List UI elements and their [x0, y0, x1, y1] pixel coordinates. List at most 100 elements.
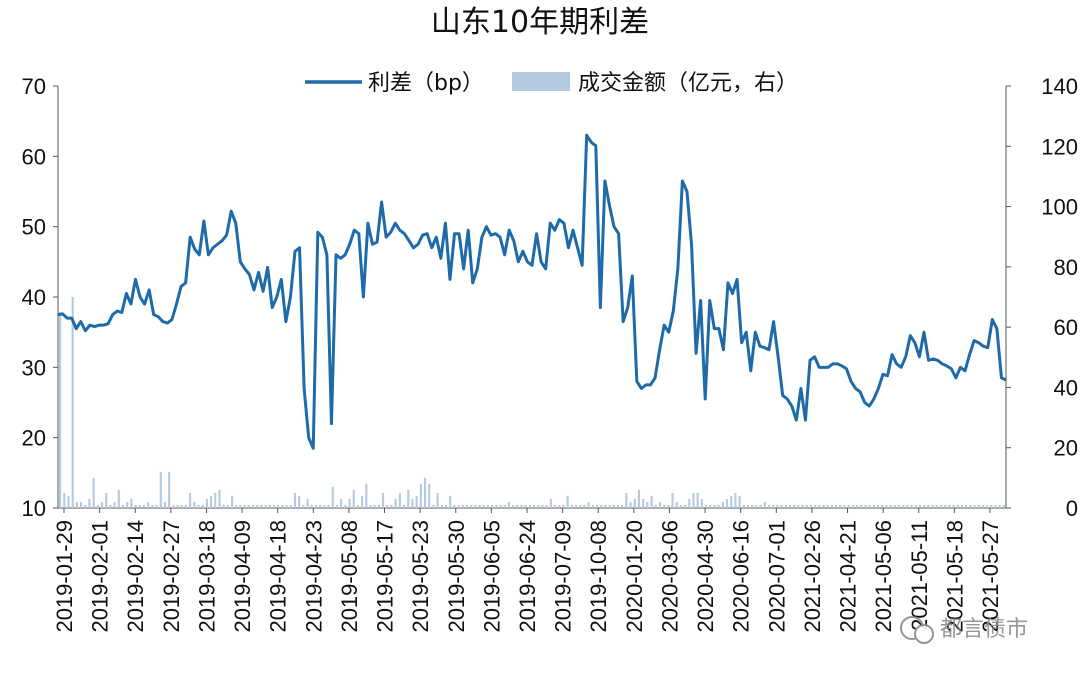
volume-bar — [893, 504, 896, 508]
volume-bar — [247, 504, 250, 508]
volume-bar — [671, 492, 674, 508]
volume-bar — [784, 504, 787, 508]
volume-bar — [625, 492, 628, 508]
watermark-text: 都言债市 — [940, 617, 1028, 642]
volume-bar — [600, 504, 603, 508]
volume-bar — [189, 492, 192, 508]
volume-bar — [277, 504, 280, 508]
volume-bar — [587, 501, 590, 508]
volume-bar — [348, 498, 351, 508]
volume-bar — [231, 495, 234, 508]
volume-bar — [839, 504, 842, 508]
volume-bar — [507, 501, 510, 508]
volume-bar — [780, 504, 783, 508]
volume-bar — [721, 501, 724, 508]
volume-bar — [134, 504, 137, 508]
volume-bar — [927, 504, 930, 508]
volume-bar — [130, 498, 133, 508]
volume-bar — [767, 504, 771, 508]
volume-bar — [965, 504, 968, 508]
volume-bar — [952, 504, 955, 508]
volume-bar — [323, 504, 326, 508]
volume-bar — [856, 504, 859, 508]
volume-bar — [897, 504, 901, 508]
volume-bar — [59, 312, 62, 508]
volume-bar — [310, 504, 313, 508]
volume-bar — [499, 504, 502, 508]
volume-bar — [1002, 504, 1005, 508]
axes — [57, 86, 1007, 509]
volume-bar — [868, 504, 871, 508]
volume-bar — [352, 489, 355, 508]
volume-bar — [210, 495, 213, 508]
volume-bar — [474, 504, 477, 508]
volume-bar — [226, 504, 229, 508]
volume-bar — [998, 504, 1001, 508]
y-axis-right: 0 20 40 60 80 100 120 140 — [1006, 74, 1078, 521]
volume-bar — [256, 504, 259, 508]
volume-bar — [344, 504, 347, 508]
volume-bar — [910, 504, 913, 508]
volume-bar — [805, 504, 808, 508]
volume-bar — [872, 504, 875, 508]
volume-bar — [746, 504, 750, 508]
volume-bar — [155, 504, 158, 508]
volume-bar — [822, 504, 825, 508]
volume-bar — [386, 504, 389, 508]
volume-bar — [935, 504, 938, 508]
volume-bar — [235, 504, 238, 508]
y-right-tick-label: 100 — [1041, 195, 1078, 220]
volume-bar — [570, 504, 573, 508]
volume-bar — [986, 504, 989, 508]
volume-bar — [646, 501, 649, 508]
volume-bar — [654, 504, 657, 508]
volume-bar — [667, 504, 670, 508]
volume-bar — [243, 504, 246, 508]
volume-bar — [365, 483, 368, 508]
volume-bar — [537, 504, 540, 508]
volume-bar — [616, 504, 620, 508]
volume-bar — [289, 504, 292, 508]
volume-bar — [356, 504, 359, 508]
volume-bar — [763, 501, 766, 508]
volume-bar — [314, 504, 318, 508]
volume-bar — [939, 504, 943, 508]
volume-bar — [977, 504, 980, 508]
volume-bar — [71, 297, 74, 508]
volume-bar — [75, 501, 78, 508]
y-right-tick-label: 140 — [1041, 74, 1078, 99]
y-right-tick-label: 0 — [1066, 496, 1078, 521]
volume-bar — [642, 498, 645, 508]
x-tick-label: 2019-02-27 — [159, 520, 184, 633]
volume-bar — [117, 489, 120, 508]
volume-bar — [663, 504, 666, 508]
volume-bar — [457, 504, 460, 508]
volume-bar — [461, 504, 464, 508]
volume-bar — [881, 504, 884, 508]
x-tick-label: 2021-05-06 — [871, 520, 896, 633]
volume-bar — [147, 501, 150, 508]
volume-bar — [201, 504, 204, 508]
y-left-tick-label: 40 — [22, 285, 46, 310]
volume-bar — [918, 504, 922, 508]
volume-bar — [512, 504, 515, 508]
volume-bar — [453, 504, 456, 508]
volume-bar — [591, 504, 594, 508]
volume-bar — [180, 504, 183, 508]
volume-bar — [566, 495, 569, 508]
legend-label-spread: 利差（bp） — [368, 71, 484, 96]
volume-bar — [612, 504, 615, 508]
x-tick-label: 2019-01-29 — [52, 520, 77, 633]
volume-bar — [730, 495, 733, 508]
volume-bar — [885, 504, 888, 508]
volume-bar — [528, 504, 531, 508]
volume-bar — [692, 492, 695, 508]
volume-bar — [67, 495, 70, 508]
volume-bar — [835, 504, 838, 508]
volume-bar — [969, 504, 972, 508]
volume-bar — [549, 498, 552, 508]
volume-bar — [533, 504, 536, 508]
x-tick-label: 2019-02-14 — [123, 520, 148, 633]
volume-bar — [407, 489, 410, 508]
